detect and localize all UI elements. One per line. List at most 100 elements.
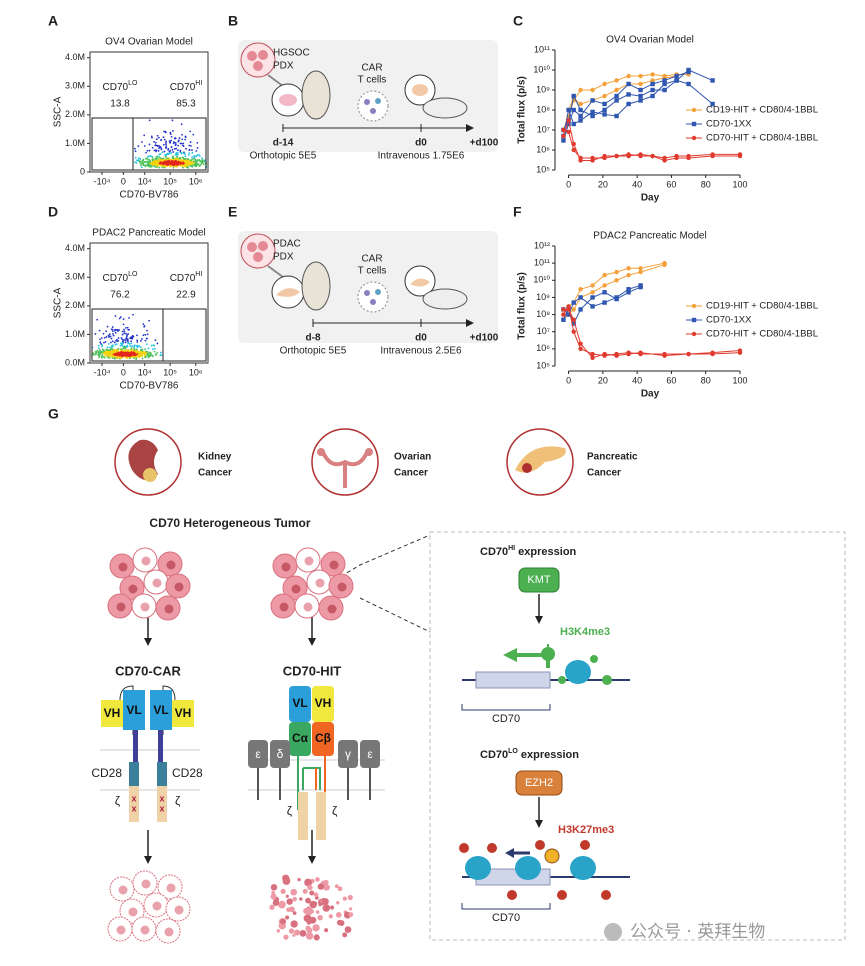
density-dot — [201, 162, 204, 164]
y-tick-label: 10⁸ — [536, 104, 550, 114]
mark-dot — [590, 655, 598, 663]
density-dot — [177, 144, 179, 147]
debris — [309, 900, 317, 909]
mark-dot — [602, 675, 612, 685]
density-dot — [191, 149, 193, 151]
point — [650, 78, 655, 83]
label: CAR — [361, 63, 382, 74]
density-dot — [136, 346, 139, 349]
y-tick-label: 10⁷ — [537, 326, 550, 336]
cells-icon — [364, 99, 370, 105]
density-dot — [151, 354, 154, 357]
density-dot — [111, 357, 114, 359]
point — [638, 152, 643, 157]
gate-name: CD70LO — [103, 80, 138, 93]
legend-marker — [691, 135, 697, 141]
domain-vl — [123, 690, 145, 730]
y-axis-label: Total flux (p/s) — [517, 76, 528, 144]
panel-label: A — [48, 13, 58, 29]
density-dot — [156, 144, 159, 147]
density-dot — [114, 328, 117, 331]
density-dot — [190, 159, 192, 162]
density-dot — [131, 345, 133, 347]
density-dot — [141, 141, 143, 143]
density-dot — [102, 332, 105, 335]
mark-dot — [535, 840, 545, 850]
point — [578, 87, 583, 93]
density-dot — [104, 340, 107, 343]
y-tick-label: 10⁶ — [536, 343, 550, 353]
density-dot — [178, 162, 181, 165]
domain-label: VL — [126, 703, 141, 717]
chart-title: OV4 Ovarian Model — [606, 35, 694, 46]
density-dot — [121, 333, 124, 336]
tumor-icon — [240, 42, 276, 78]
density-dot — [114, 315, 117, 317]
chart-title: PDAC2 Pancreatic Model — [593, 231, 706, 242]
density-dot — [155, 158, 158, 161]
debris — [297, 877, 301, 882]
point — [626, 351, 631, 357]
density-dot — [119, 316, 122, 319]
x-axis-label: CD70-BV786 — [120, 190, 179, 201]
domain-label: ζ — [287, 804, 293, 818]
x-tick-label: 10⁶ — [189, 176, 203, 186]
density-dot — [125, 350, 128, 353]
transcription-arrow — [503, 648, 517, 662]
point — [578, 101, 583, 107]
point — [602, 81, 607, 87]
debris — [294, 929, 301, 936]
density-dot — [169, 164, 171, 167]
density-dot — [158, 159, 160, 161]
density-dot — [153, 165, 156, 168]
point — [590, 355, 595, 361]
y-tick-label: 10⁵ — [536, 360, 550, 370]
tumor-nucleus — [291, 584, 301, 594]
density-dot — [142, 334, 145, 337]
density-dot — [131, 348, 134, 351]
density-dot — [140, 160, 143, 163]
debris — [285, 894, 289, 898]
density-dot — [196, 154, 199, 157]
point — [566, 129, 571, 135]
density-dot — [163, 150, 166, 153]
density-dot — [153, 141, 155, 143]
pancreas-icon — [522, 463, 532, 473]
density-dot — [148, 119, 151, 122]
density-dot — [171, 130, 174, 132]
density-dot — [181, 138, 184, 141]
density-dot — [105, 330, 108, 333]
point — [578, 346, 583, 352]
density-dot — [101, 344, 103, 346]
point — [602, 155, 607, 161]
density-dot — [115, 338, 118, 341]
density-dot — [123, 350, 126, 352]
y-tick-label: 0 — [80, 166, 85, 176]
debris — [303, 914, 312, 923]
density-dot — [134, 150, 137, 153]
density-dot — [141, 355, 143, 358]
point — [614, 78, 619, 83]
point — [686, 153, 691, 159]
density-dot — [151, 156, 154, 159]
density-dot — [169, 133, 172, 136]
density-dot — [122, 342, 124, 345]
point — [590, 87, 595, 93]
point — [638, 81, 643, 87]
density-dot — [143, 355, 146, 358]
debris — [305, 932, 314, 940]
point — [578, 307, 583, 312]
point — [662, 353, 667, 358]
debris — [344, 926, 352, 933]
density-dot — [203, 161, 206, 163]
density-dot — [165, 145, 168, 148]
debris — [269, 904, 275, 910]
density-dot — [188, 149, 191, 151]
organ-icon — [412, 84, 428, 96]
x-tick-label: -10⁴ — [94, 367, 111, 377]
density-dot — [110, 341, 112, 344]
point — [614, 269, 619, 275]
density-dot — [127, 342, 129, 345]
x-tick-label: 10⁶ — [189, 367, 203, 377]
density-dot — [144, 348, 147, 350]
